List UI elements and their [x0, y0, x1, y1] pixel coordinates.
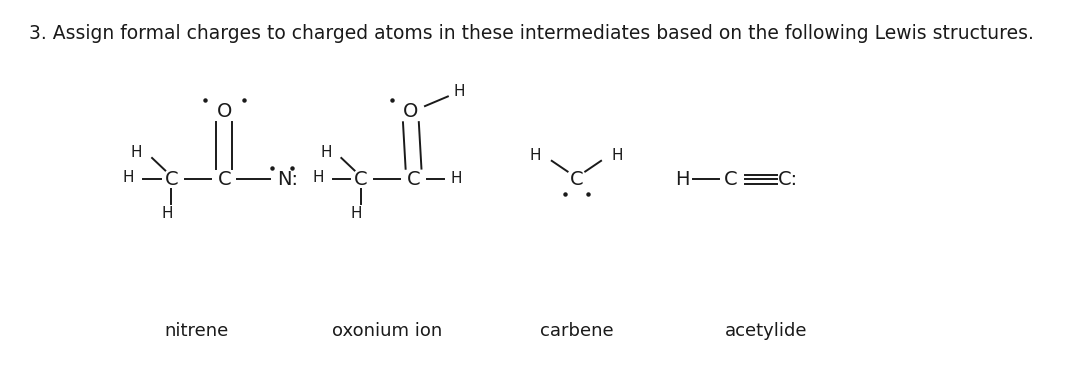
Text: H: H	[454, 84, 465, 99]
Text: H: H	[675, 170, 689, 189]
Text: 3. Assign formal charges to charged atoms in these intermediates based on the fo: 3. Assign formal charges to charged atom…	[29, 24, 1034, 43]
Text: oxonium ion: oxonium ion	[332, 322, 442, 340]
Text: H: H	[351, 206, 362, 221]
Text: O: O	[217, 102, 232, 121]
Text: nitrene: nitrene	[164, 322, 228, 340]
Text: H: H	[450, 171, 462, 186]
Text: C: C	[354, 170, 367, 189]
Text: H: H	[312, 170, 324, 185]
Text: C: C	[407, 170, 420, 189]
Text: acetylide: acetylide	[725, 322, 807, 340]
Text: H: H	[320, 145, 332, 160]
Text: H: H	[161, 206, 173, 221]
Text: C: C	[164, 170, 178, 189]
Text: C: C	[217, 170, 231, 189]
Text: carbene: carbene	[540, 322, 613, 340]
Text: C: C	[569, 170, 583, 189]
Text: C:: C:	[778, 170, 798, 189]
Text: H: H	[529, 147, 541, 163]
Text: O: O	[403, 102, 419, 121]
Text: H: H	[611, 147, 623, 163]
Text: H: H	[123, 170, 134, 185]
Text: H: H	[131, 145, 143, 160]
Text: N:: N:	[278, 170, 298, 189]
Text: C: C	[724, 170, 738, 189]
